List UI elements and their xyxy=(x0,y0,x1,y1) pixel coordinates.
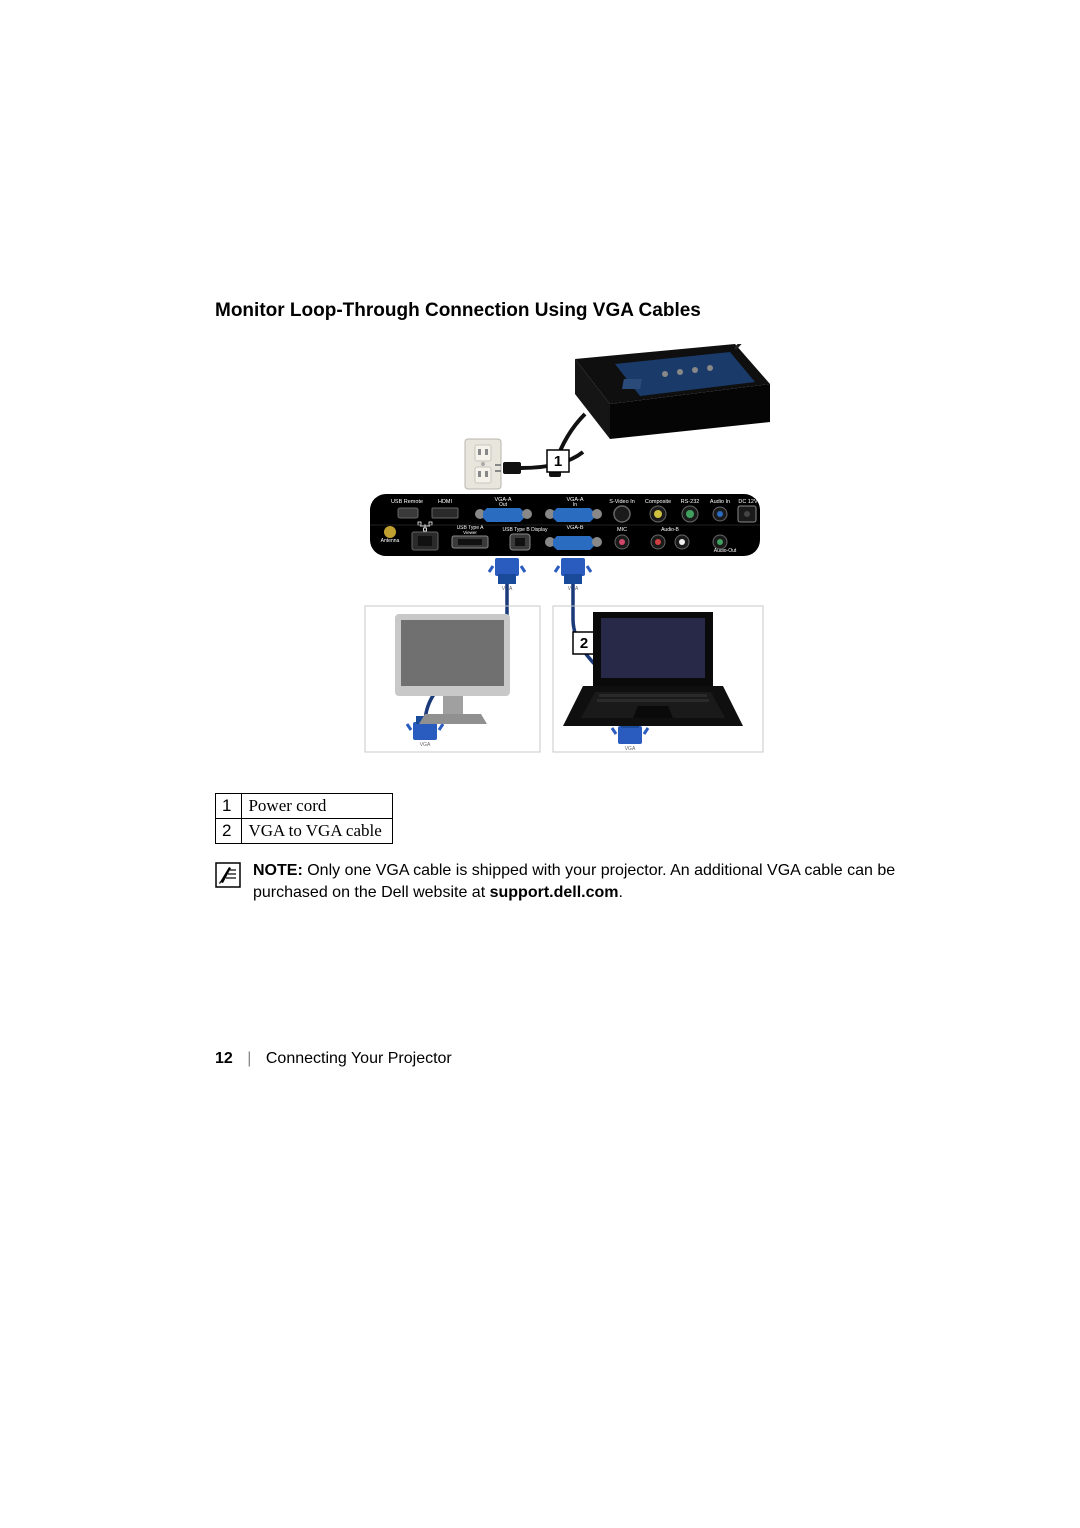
callout-1: 1 xyxy=(547,450,569,472)
legend-table: 1 Power cord 2 VGA to VGA cable xyxy=(215,793,393,844)
projector xyxy=(549,344,770,477)
note-body-2: . xyxy=(619,884,623,901)
svg-text:RS-232: RS-232 xyxy=(681,499,700,505)
svg-text:HDMI: HDMI xyxy=(438,499,453,505)
monitor xyxy=(365,606,515,756)
section-title: Monitor Loop-Through Connection Using VG… xyxy=(215,300,915,322)
svg-text:Composite: Composite xyxy=(645,499,671,505)
svg-text:S-Video In: S-Video In xyxy=(609,499,635,505)
svg-text:USB Type B Display: USB Type B Display xyxy=(503,527,548,533)
svg-text:Antenna: Antenna xyxy=(381,538,400,544)
legend-label: VGA to VGA cable xyxy=(242,819,392,844)
legend-num: 2 xyxy=(216,819,242,844)
table-row: 1 Power cord xyxy=(216,794,393,819)
svg-text:In: In xyxy=(573,502,577,508)
port-panel: USB Remote HDMI VGA-A Out VGA-A In S-Vid… xyxy=(370,494,760,556)
svg-text:USB Remote: USB Remote xyxy=(391,499,423,505)
note-prefix: NOTE: xyxy=(253,862,303,879)
page-number: 12 xyxy=(215,1050,233,1067)
svg-text:VGA: VGA xyxy=(420,742,431,748)
svg-text:MIC: MIC xyxy=(617,527,627,533)
legend-label: Power cord xyxy=(242,794,392,819)
note-url: support.dell.com xyxy=(490,884,619,901)
svg-text:Audio In: Audio In xyxy=(710,499,730,505)
legend-num: 1 xyxy=(216,794,242,819)
svg-text:2: 2 xyxy=(580,635,588,652)
note-text: NOTE: Only one VGA cable is shipped with… xyxy=(253,860,915,903)
connection-diagram: 1 USB Remote HDMI VGA-A Out VGA-A In S-V… xyxy=(355,344,775,769)
svg-text:1: 1 xyxy=(554,453,562,470)
svg-text:Viewer: Viewer xyxy=(463,530,477,535)
svg-text:Audio-B: Audio-B xyxy=(661,527,679,533)
svg-text:VGA: VGA xyxy=(625,746,636,752)
laptop xyxy=(563,612,743,726)
svg-text:Out: Out xyxy=(499,502,508,508)
note: NOTE: Only one VGA cable is shipped with… xyxy=(215,860,915,903)
svg-text:DC 12V: DC 12V xyxy=(738,499,758,505)
callout-2-right: 2 xyxy=(573,632,595,654)
footer-divider: | xyxy=(247,1050,251,1067)
note-icon xyxy=(215,862,241,888)
svg-text:VGA-B: VGA-B xyxy=(566,525,583,531)
table-row: 2 VGA to VGA cable xyxy=(216,819,393,844)
chapter-title: Connecting Your Projector xyxy=(266,1050,452,1067)
page-footer: 12 | Connecting Your Projector xyxy=(215,1050,452,1068)
